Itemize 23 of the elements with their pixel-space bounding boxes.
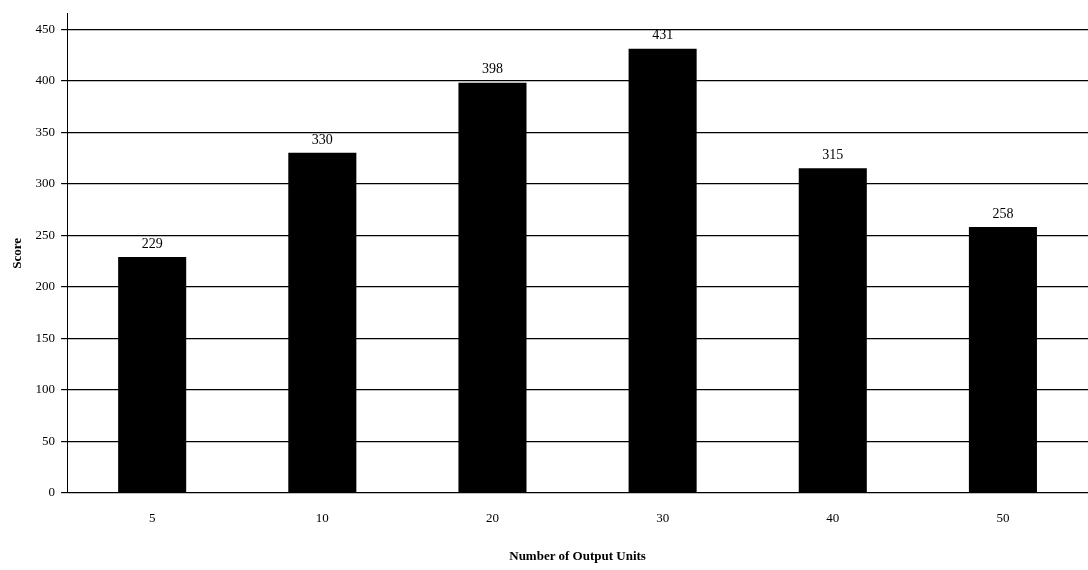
y-tick-label: 50 <box>42 432 56 448</box>
y-tick-label: 100 <box>35 381 56 397</box>
data-label: 229 <box>141 235 163 251</box>
x-tick-label: 40 <box>826 510 840 526</box>
x-tick-label: 50 <box>996 510 1010 526</box>
y-tick-label: 200 <box>35 278 56 294</box>
y-tick-label: 350 <box>35 123 56 139</box>
x-tick-label: 10 <box>315 510 329 526</box>
y-tick-label: 450 <box>35 20 56 36</box>
data-label: 398 <box>481 61 503 77</box>
y-tick-label: 300 <box>35 175 56 191</box>
y-tick-label: 250 <box>35 226 56 242</box>
x-tick-label: 30 <box>656 510 670 526</box>
data-label: 315 <box>822 146 844 162</box>
x-tick-label: 5 <box>148 510 156 526</box>
x-axis-title: Number of Output Units <box>509 547 646 563</box>
data-label: 258 <box>992 205 1014 221</box>
x-tick-label: 20 <box>485 510 499 526</box>
data-label: 330 <box>311 131 333 147</box>
y-tick-label: 150 <box>35 329 56 345</box>
y-tick-label: 0 <box>48 484 56 500</box>
y-axis-title: Score <box>9 237 25 269</box>
y-tick-label: 400 <box>35 72 56 88</box>
